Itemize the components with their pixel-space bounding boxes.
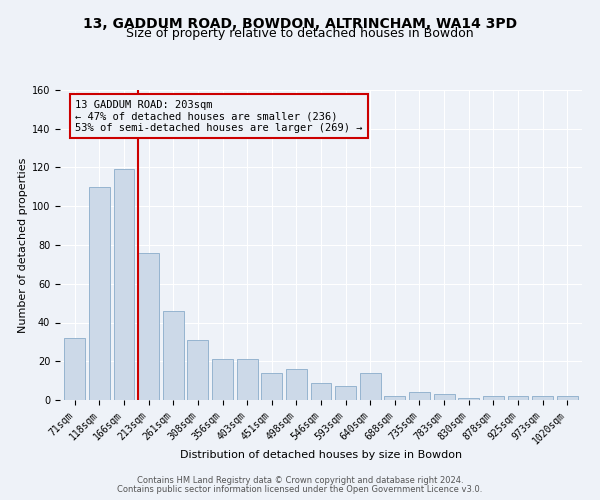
Bar [311,382,331,400]
Bar [261,373,282,400]
Bar [335,386,356,400]
Text: Size of property relative to detached houses in Bowdon: Size of property relative to detached ho… [126,28,474,40]
Bar [409,392,430,400]
Bar [89,187,110,400]
Bar [385,396,406,400]
Bar [163,311,184,400]
Bar [286,369,307,400]
Bar [458,398,479,400]
Bar [212,360,233,400]
Y-axis label: Number of detached properties: Number of detached properties [17,158,28,332]
Bar [360,373,381,400]
Bar [64,338,85,400]
Bar [236,360,257,400]
Bar [113,170,134,400]
Text: 13, GADDUM ROAD, BOWDON, ALTRINCHAM, WA14 3PD: 13, GADDUM ROAD, BOWDON, ALTRINCHAM, WA1… [83,18,517,32]
Bar [532,396,553,400]
Bar [508,396,529,400]
Bar [483,396,504,400]
Bar [187,340,208,400]
Text: 13 GADDUM ROAD: 203sqm
← 47% of detached houses are smaller (236)
53% of semi-de: 13 GADDUM ROAD: 203sqm ← 47% of detached… [75,100,363,133]
Bar [138,252,159,400]
Bar [434,394,455,400]
Bar [557,396,578,400]
Text: Contains HM Land Registry data © Crown copyright and database right 2024.: Contains HM Land Registry data © Crown c… [137,476,463,485]
Text: Contains public sector information licensed under the Open Government Licence v3: Contains public sector information licen… [118,484,482,494]
X-axis label: Distribution of detached houses by size in Bowdon: Distribution of detached houses by size … [180,450,462,460]
